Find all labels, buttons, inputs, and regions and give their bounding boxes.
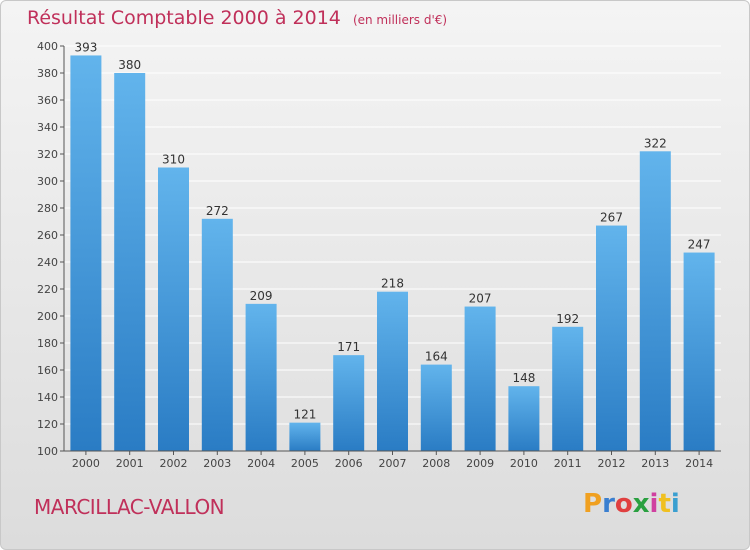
value-label-2002: 310 (162, 153, 185, 167)
x-tick-label-2001: 2001 (116, 457, 144, 470)
x-tick-label-2002: 2002 (160, 457, 188, 470)
x-tick-label-2007: 2007 (379, 457, 407, 470)
x-tick-label-2010: 2010 (510, 457, 538, 470)
bar-2013 (639, 151, 671, 452)
title-unit: (en milliers d'€) (352, 13, 448, 27)
bar-2014 (683, 252, 715, 451)
proxiti-logo: Proxiti (583, 489, 680, 519)
x-tick-label-2011: 2011 (554, 457, 582, 470)
value-label-2012: 267 (600, 211, 623, 225)
logo-letter: i (649, 489, 659, 519)
bar-2007 (377, 291, 408, 451)
bar-2003 (201, 218, 233, 451)
value-label-2007: 218 (381, 277, 404, 291)
bar-2010 (508, 386, 540, 451)
y-tick-label: 120 (37, 418, 58, 431)
labels: 100 120 140 160 180 200 220 240 260 280 300 320 340 3… (37, 40, 713, 470)
bar-2012 (596, 225, 627, 451)
logo-letter: o (614, 489, 633, 519)
bar-2008 (420, 364, 452, 451)
value-label-2009: 207 (469, 292, 492, 306)
value-label-2004: 209 (250, 289, 273, 303)
x-tick-label-2004: 2004 (247, 457, 275, 470)
y-tick-label: 160 (37, 364, 58, 377)
chart-title: Résultat Comptable 2000 à 2014 (en milli… (27, 7, 447, 29)
y-tick-label: 220 (37, 283, 58, 296)
y-tick-label: 340 (37, 121, 58, 134)
value-label-2005: 121 (293, 408, 316, 422)
x-tick-label-2000: 2000 (72, 457, 100, 470)
bar-2011 (552, 326, 584, 451)
y-tick-label: 320 (37, 148, 58, 161)
x-tick-label-2009: 2009 (466, 457, 494, 470)
bar-2009 (464, 306, 496, 451)
place-name: MARCILLAC-VALLON (34, 495, 225, 519)
value-label-2003: 272 (206, 204, 229, 218)
value-label-2013: 322 (644, 136, 667, 150)
y-tick-label: 280 (37, 202, 58, 215)
logo-letter: t (658, 489, 671, 519)
y-tick-label: 240 (37, 256, 58, 269)
logo-letter: P (583, 489, 603, 519)
bar-2002 (158, 167, 189, 451)
value-label-2008: 164 (425, 350, 448, 364)
value-label-2010: 148 (512, 371, 535, 385)
y-tick-label: 300 (37, 175, 58, 188)
bar-2004 (245, 303, 277, 451)
logo-letter: r (602, 489, 615, 519)
title-text: Résultat Comptable 2000 à 2014 (27, 7, 341, 29)
y-tick-label: 400 (37, 40, 58, 53)
y-tick-label: 380 (37, 67, 58, 80)
bar-2006 (333, 355, 365, 451)
x-tick-label-2008: 2008 (422, 457, 450, 470)
bar-2000 (70, 55, 102, 451)
value-label-2011: 192 (556, 312, 579, 326)
x-tick-label-2013: 2013 (641, 457, 669, 470)
bar-2005 (289, 422, 321, 451)
value-label-2014: 247 (688, 238, 711, 252)
y-tick-label: 180 (37, 337, 58, 350)
y-tick-label: 200 (37, 310, 58, 323)
y-tick-label: 140 (37, 391, 58, 404)
x-tick-label-2003: 2003 (203, 457, 231, 470)
value-label-2000: 393 (74, 40, 97, 54)
logo-letter: i (670, 489, 680, 519)
axes (60, 45, 721, 455)
bars (70, 55, 715, 452)
value-label-2006: 171 (337, 340, 360, 354)
y-tick-label: 100 (37, 445, 58, 458)
value-label-2001: 380 (118, 58, 141, 72)
logo-letter: x (632, 489, 650, 519)
bar-2001 (114, 73, 146, 451)
x-tick-label-2012: 2012 (598, 457, 626, 470)
y-tick-label: 260 (37, 229, 58, 242)
x-tick-label-2005: 2005 (291, 457, 319, 470)
y-tick-label: 360 (37, 94, 58, 107)
x-tick-label-2014: 2014 (685, 457, 713, 470)
x-tick-label-2006: 2006 (335, 457, 363, 470)
